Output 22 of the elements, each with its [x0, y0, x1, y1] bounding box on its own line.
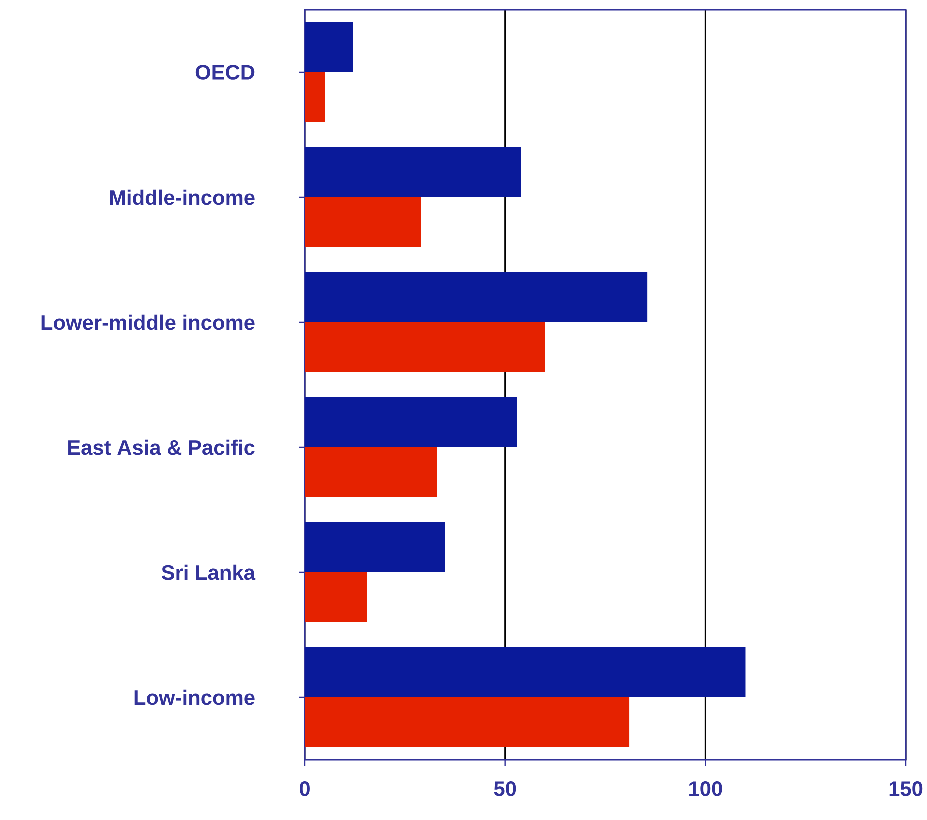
bar — [305, 148, 522, 198]
bar — [305, 198, 422, 248]
bar — [305, 322, 546, 373]
y-tick-label: East Asia & Pacific — [68, 440, 255, 456]
x-tick-label: 0 — [300, 782, 310, 796]
x-tick-label: 150 — [890, 782, 923, 796]
bar — [305, 572, 368, 623]
bar — [305, 648, 746, 698]
y-tick-label: Lower-middle income — [42, 314, 255, 330]
bar — [305, 448, 438, 498]
bar — [305, 72, 326, 123]
bar — [305, 398, 518, 448]
y-tick-label: Low-income — [134, 690, 255, 706]
bar — [305, 698, 630, 748]
y-tick-label: Sri Lanka — [162, 564, 256, 580]
y-tick-label: OECD — [196, 65, 255, 80]
bar — [305, 522, 446, 573]
x-tick-label: 50 — [494, 782, 516, 796]
y-tick-label: Middle-income — [110, 190, 255, 206]
bar — [305, 22, 354, 72]
x-tick-label: 100 — [690, 782, 722, 796]
bar — [305, 272, 648, 323]
